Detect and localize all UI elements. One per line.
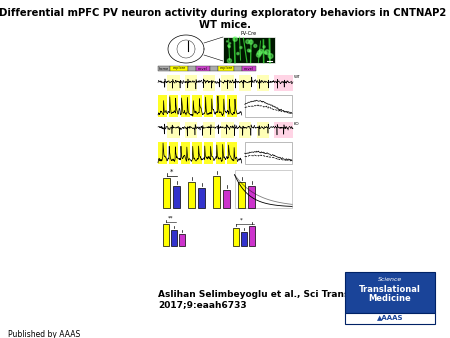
Bar (213, 176, 220, 208)
Bar (227, 142, 237, 164)
Circle shape (249, 40, 253, 44)
Bar (239, 75, 251, 91)
Bar (245, 142, 292, 164)
Text: Translational: Translational (359, 285, 421, 294)
Bar (210, 66, 218, 71)
Circle shape (246, 40, 250, 44)
Bar (163, 178, 170, 208)
Bar (256, 75, 269, 91)
Text: home: home (159, 67, 169, 71)
Text: WT mice.: WT mice. (199, 20, 251, 30)
Bar (256, 122, 269, 138)
Bar (185, 75, 197, 91)
Bar (345, 313, 435, 324)
Circle shape (230, 43, 231, 44)
Bar (221, 122, 234, 138)
Bar (227, 95, 237, 117)
Bar (274, 75, 293, 91)
Bar (221, 75, 234, 91)
Text: novel: novel (198, 67, 208, 71)
Text: Fig. 3. Differential mPFC PV neuron activity during exploratory behaviors in CNT: Fig. 3. Differential mPFC PV neuron acti… (0, 8, 450, 18)
Bar (179, 234, 185, 246)
Circle shape (254, 44, 257, 47)
Bar (239, 122, 251, 138)
Bar (173, 186, 180, 208)
Bar (192, 95, 202, 117)
Text: Science: Science (378, 277, 402, 282)
Text: *: * (239, 218, 243, 223)
Bar (234, 170, 292, 208)
Bar (158, 142, 167, 164)
Bar (223, 37, 275, 63)
Circle shape (248, 49, 250, 52)
Bar (202, 122, 215, 138)
Circle shape (265, 50, 270, 54)
Bar (241, 232, 247, 246)
Circle shape (259, 49, 263, 53)
Circle shape (256, 53, 261, 57)
Bar (234, 66, 242, 71)
Bar (198, 188, 205, 208)
Bar (180, 142, 190, 164)
Bar (202, 75, 215, 91)
Bar (223, 190, 230, 208)
Text: novel: novel (244, 67, 254, 71)
Circle shape (265, 52, 267, 54)
Circle shape (268, 54, 273, 58)
Bar (188, 182, 195, 208)
Bar (249, 226, 255, 246)
Bar (158, 95, 167, 117)
Text: **: ** (168, 216, 174, 221)
Text: WT: WT (294, 75, 301, 79)
Text: explore: explore (172, 67, 185, 71)
Bar (238, 182, 245, 208)
Bar (245, 95, 292, 117)
Bar (274, 122, 293, 138)
Circle shape (227, 59, 231, 63)
Circle shape (227, 41, 228, 42)
Circle shape (263, 46, 265, 48)
Circle shape (229, 46, 230, 48)
Bar (167, 122, 180, 138)
Bar (204, 142, 213, 164)
Text: Aslihan Selimbeyoglu et al., Sci Transl Med: Aslihan Selimbeyoglu et al., Sci Transl … (158, 290, 377, 299)
Bar (180, 95, 190, 117)
Text: Medicine: Medicine (369, 294, 411, 303)
Text: ▲AAAS: ▲AAAS (377, 314, 403, 320)
Bar (196, 66, 210, 71)
Circle shape (240, 47, 242, 49)
Bar (192, 142, 202, 164)
Bar (233, 228, 239, 246)
Text: KO: KO (294, 122, 300, 126)
Text: 2017;9:eaah6733: 2017;9:eaah6733 (158, 300, 247, 309)
Bar (185, 122, 197, 138)
Bar (218, 66, 234, 71)
Bar (248, 186, 255, 208)
Bar (158, 66, 170, 71)
Circle shape (249, 50, 251, 52)
Bar (204, 95, 213, 117)
Bar (163, 224, 169, 246)
Bar (171, 230, 177, 246)
Circle shape (233, 37, 237, 41)
Bar (188, 66, 196, 71)
Bar (216, 142, 225, 164)
Bar (169, 142, 178, 164)
Circle shape (257, 51, 262, 55)
Text: PV-Cre: PV-Cre (241, 31, 257, 36)
Bar (170, 66, 188, 71)
Bar (345, 272, 435, 313)
Circle shape (228, 45, 230, 47)
Text: explore: explore (220, 67, 233, 71)
Text: Published by AAAS: Published by AAAS (8, 330, 80, 338)
Text: *: * (170, 169, 173, 175)
Bar (169, 95, 178, 117)
Circle shape (237, 52, 239, 55)
Bar (216, 95, 225, 117)
Bar (167, 75, 180, 91)
Bar (242, 66, 256, 71)
